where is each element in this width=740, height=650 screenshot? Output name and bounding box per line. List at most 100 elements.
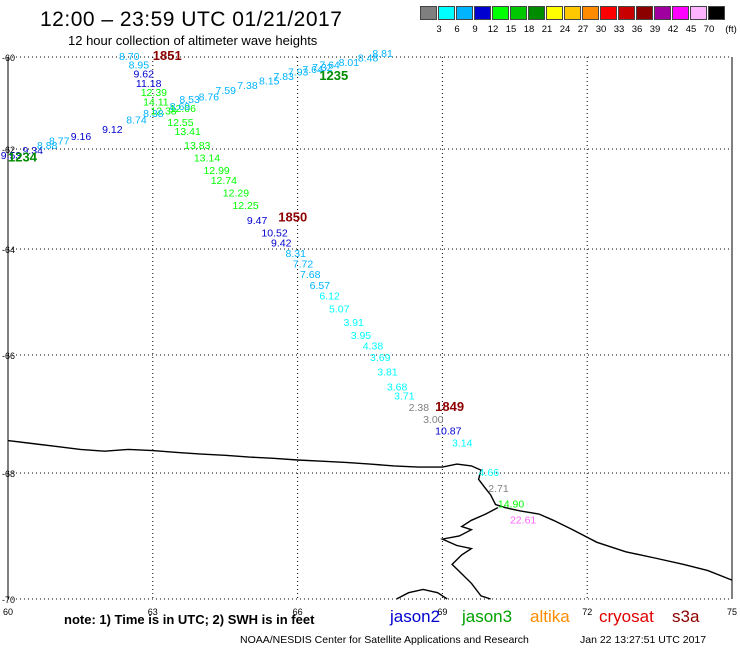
wave-height-value: 8.81 — [372, 48, 393, 60]
wave-height-value: 7.38 — [237, 80, 258, 92]
legend-label: 21 — [541, 24, 553, 35]
wave-height-value: 3.95 — [351, 330, 372, 342]
y-tick-label: -68 — [2, 469, 15, 479]
legend-swatch — [510, 6, 527, 20]
wave-height-value: 8.48 — [358, 53, 379, 65]
coastline — [440, 506, 499, 600]
legend-label: 30 — [595, 24, 607, 35]
x-tick-label: 69 — [437, 607, 447, 617]
wave-height-value: 9.42 — [271, 238, 292, 250]
y-tick-label: -62 — [2, 145, 15, 155]
wave-height-value: 9.53 — [1, 150, 22, 162]
chart-title: 12:00 – 23:59 UTC 01/21/2017 — [40, 8, 343, 31]
wave-height-value: 13.83 — [184, 140, 210, 152]
satellite-jason2: jason2 — [390, 607, 441, 626]
legend-unit: (ft) — [725, 24, 737, 35]
legend-label: 18 — [523, 24, 535, 35]
y-tick-label: -70 — [2, 595, 15, 605]
wave-height-value: 3.00 — [423, 414, 444, 426]
wave-height-value: 9.12 — [102, 124, 123, 136]
legend-label: 24 — [559, 24, 571, 35]
wave-height-value: 7.59 — [216, 85, 237, 97]
wave-height-value: 9.47 — [247, 215, 268, 227]
wave-height-value: 8.38 — [143, 108, 164, 120]
wave-height-value: 4.66 — [479, 467, 500, 479]
wave-height-value: 3.68 — [387, 381, 408, 393]
wave-height-value: 8.15 — [259, 76, 280, 88]
wave-height-value: 8.95 — [129, 60, 150, 72]
satellite-cryosat: cryosat — [599, 607, 654, 626]
footer-credit: NOAA/NESDIS Center for Satellite Applica… — [240, 634, 529, 646]
legend-swatch — [438, 6, 455, 20]
wave-height-value: 10.52 — [261, 228, 287, 240]
wave-height-value: 8.70 — [119, 51, 140, 63]
x-tick-label: 66 — [293, 607, 303, 617]
wave-height-value: 10.87 — [435, 426, 461, 438]
wave-height-value: 7.64 — [319, 60, 340, 72]
legend-swatch — [708, 6, 725, 20]
x-tick-label: 75 — [727, 607, 737, 617]
wave-height-value: 8.31 — [286, 248, 307, 260]
wave-height-value: 7.83 — [273, 71, 294, 83]
y-tick-label: -66 — [2, 351, 15, 361]
legend-swatch — [582, 6, 599, 20]
pass-time-label: 1234 — [8, 150, 38, 165]
wave-height-value: 7.32 — [312, 62, 333, 74]
wave-height-value: 22.61 — [510, 514, 536, 526]
chart-subtitle: 12 hour collection of altimeter wave hei… — [68, 33, 318, 48]
wave-height-value: 3.14 — [452, 437, 473, 449]
legend-swatch — [690, 6, 707, 20]
wave-height-value: 14.11 — [143, 96, 169, 108]
wave-height-value: 9.62 — [133, 69, 154, 81]
legend-swatch — [546, 6, 563, 20]
coastline — [396, 588, 448, 600]
wave-height-value: 13.14 — [194, 153, 220, 165]
footer-timestamp: Jan 22 13:27:51 UTC 2017 — [580, 634, 707, 646]
wave-height-value: 5.07 — [329, 304, 350, 316]
pass-time-label: 1849 — [435, 399, 464, 414]
wave-height-value: 12.99 — [203, 165, 229, 177]
legend-swatch — [492, 6, 509, 20]
wave-height-value: 2.38 — [409, 402, 430, 414]
legend-label: 36 — [631, 24, 643, 35]
legend-label: 27 — [577, 24, 589, 35]
legend-swatch — [528, 6, 545, 20]
wave-height-value: 4.38 — [363, 341, 384, 353]
x-tick-label: 72 — [582, 607, 592, 617]
legend-label: 3 — [436, 24, 442, 35]
wave-height-value: 7.72 — [293, 259, 314, 271]
legend-label: 15 — [505, 24, 517, 35]
wave-height-value: 9.16 — [71, 131, 92, 143]
pass-time-label: 1235 — [319, 68, 348, 83]
wave-height-value: 14.90 — [498, 499, 524, 511]
legend-swatch — [456, 6, 473, 20]
wave-height-value: 8.88 — [37, 140, 58, 152]
wave-height-value: 8.69 — [170, 101, 191, 113]
legend-swatch — [636, 6, 653, 20]
legend-label: 6 — [454, 24, 460, 35]
legend-swatch — [654, 6, 671, 20]
legend-label: 39 — [649, 24, 661, 35]
legend-label: 9 — [472, 24, 478, 35]
satellite-jason3: jason3 — [462, 607, 513, 626]
legend-swatch — [474, 6, 491, 20]
coastline — [7, 439, 733, 581]
satellite-altika: altika — [530, 607, 570, 626]
legend-label: 42 — [667, 24, 679, 35]
wave-height-value: 11.18 — [136, 78, 162, 90]
y-tick-label: -64 — [2, 245, 15, 255]
note-text: note: 1) Time is in UTC; 2) SWH is in fe… — [64, 612, 315, 627]
wave-height-value: 8.74 — [126, 115, 147, 127]
legend-label: 12 — [487, 24, 499, 35]
pass-time-label: 1851 — [153, 48, 182, 63]
y-tick-label: -60 — [2, 53, 15, 63]
legend-swatch — [618, 6, 635, 20]
wave-height-value: 6.12 — [319, 290, 340, 302]
x-tick-label: 63 — [148, 607, 158, 617]
wave-height-value: 2.71 — [488, 483, 509, 495]
wave-height-value: 13.41 — [175, 126, 201, 138]
wave-height-value: 8.01 — [339, 57, 360, 69]
wave-height-value: 12.29 — [223, 188, 249, 200]
wave-height-value: 7.64 — [302, 64, 323, 76]
